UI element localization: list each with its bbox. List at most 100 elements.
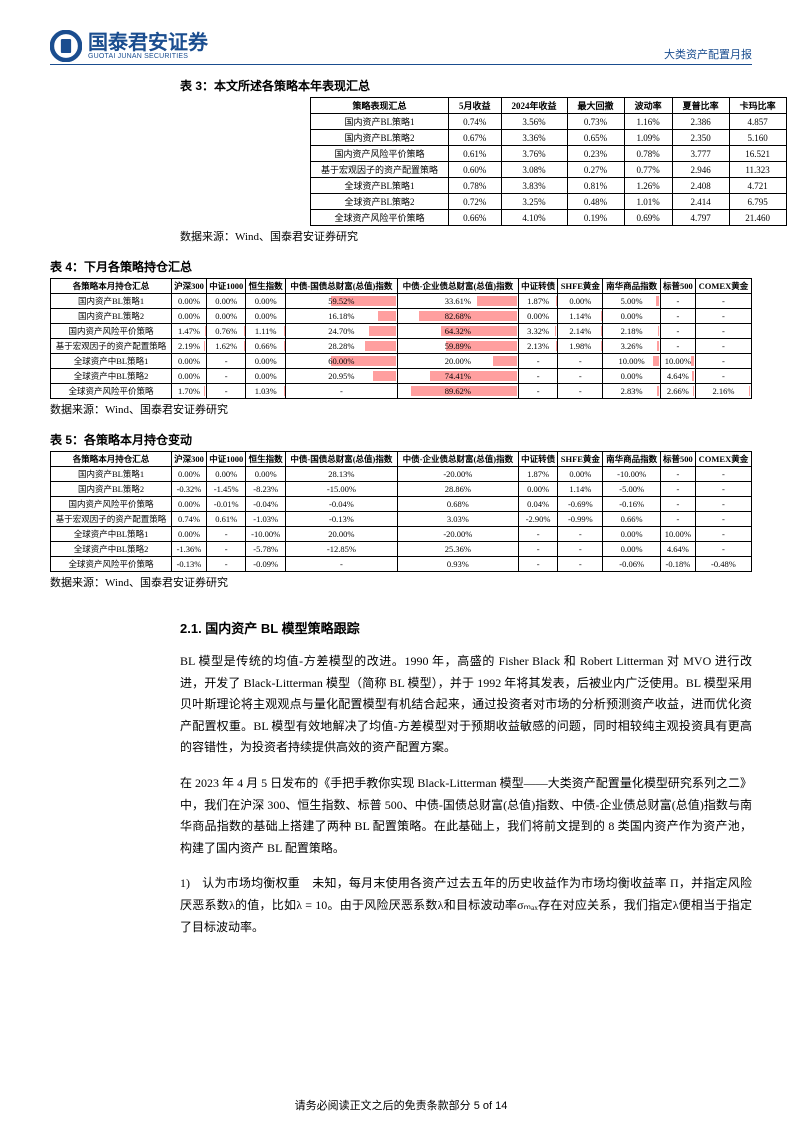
table-cell: 59.89% — [397, 339, 518, 354]
table-cell: 全球资产风险平价策略 — [51, 384, 172, 399]
table-cell: 4.721 — [729, 178, 786, 194]
table-header: 波动率 — [624, 98, 672, 114]
table-cell: 0.61% — [206, 512, 245, 527]
table-cell: 1.62% — [206, 339, 245, 354]
table-cell: 20.00% — [397, 354, 518, 369]
table-cell: -0.09% — [246, 557, 285, 572]
table-row: 国内资产BL策略10.00%0.00%0.00%59.52%33.61%1.87… — [51, 294, 752, 309]
table-cell: 0.00% — [206, 309, 245, 324]
table-cell: 3.76% — [501, 146, 567, 162]
table-cell: - — [695, 339, 751, 354]
table-cell: 基于宏观因子的资产配置策略 — [311, 162, 449, 178]
table-cell: 3.26% — [603, 339, 661, 354]
table-cell: 国内资产BL策略1 — [51, 467, 172, 482]
table-cell: 3.83% — [501, 178, 567, 194]
list-number: 1) — [180, 873, 202, 895]
table-cell: - — [518, 384, 557, 399]
table-cell: - — [558, 354, 603, 369]
table-cell: 0.00% — [558, 294, 603, 309]
page-header: 国泰君安证券 GUOTAI JUNAN SECURITIES 大类资产配置月报 — [50, 30, 752, 65]
table-header: 中债-国债总财富(总值)指数 — [285, 452, 397, 467]
table-cell: 0.00% — [246, 354, 285, 369]
table-row: 全球资产风险平价策略1.70%-1.03%-89.62%--2.83%2.66%… — [51, 384, 752, 399]
table-cell: 1.70% — [172, 384, 207, 399]
table-row: 全球资产BL策略10.78%3.83%0.81%1.26%2.4084.721 — [311, 178, 787, 194]
table-cell: - — [660, 294, 695, 309]
table-cell: - — [206, 354, 245, 369]
table-cell: 国内资产BL策略1 — [51, 294, 172, 309]
table-cell: 0.72% — [449, 194, 502, 210]
table-cell: 4.10% — [501, 210, 567, 226]
table-cell: -0.13% — [285, 512, 397, 527]
table-cell: 1.47% — [172, 324, 207, 339]
table-cell: 59.52% — [285, 294, 397, 309]
table-cell: -0.04% — [246, 497, 285, 512]
table-cell: 1.98% — [558, 339, 603, 354]
table-cell: 全球资产中BL策略2 — [51, 542, 172, 557]
table-cell: - — [558, 384, 603, 399]
table-cell: 国内资产风险平价策略 — [51, 497, 172, 512]
table-cell: -0.13% — [172, 557, 207, 572]
table3: 策略表现汇总5月收益2024年收益最大回撤波动率夏普比率卡玛比率 国内资产BL策… — [310, 97, 787, 226]
table5-source: 数据来源：Wind、国泰君安证券研究 — [50, 574, 752, 590]
table-header: 5月收益 — [449, 98, 502, 114]
table-cell: 3.32% — [518, 324, 557, 339]
table-cell: - — [558, 369, 603, 384]
table-row: 全球资产中BL策略10.00%--10.00%20.00%-20.00%--0.… — [51, 527, 752, 542]
table-cell: 国内资产风险平价策略 — [51, 324, 172, 339]
table-cell: 89.62% — [397, 384, 518, 399]
table-cell: 0.00% — [246, 467, 285, 482]
table-cell: 2.386 — [672, 114, 729, 130]
table-cell: -1.03% — [246, 512, 285, 527]
table-row: 全球资产BL策略20.72%3.25%0.48%1.01%2.4146.795 — [311, 194, 787, 210]
table-cell: 2.16% — [695, 384, 751, 399]
table-cell: 0.19% — [567, 210, 624, 226]
list-text: 认为市场均衡权重 未知，每月末使用各资产过去五年的历史收益作为市场均衡收益率 Π… — [180, 876, 752, 933]
table-cell: 21.460 — [729, 210, 786, 226]
table-cell: - — [660, 482, 695, 497]
table-header: 南华商品指数 — [603, 279, 661, 294]
table-cell: - — [695, 497, 751, 512]
table-cell: 3.36% — [501, 130, 567, 146]
table-cell: 3.08% — [501, 162, 567, 178]
table-cell: 0.76% — [206, 324, 245, 339]
table-cell: - — [660, 512, 695, 527]
table-cell: - — [695, 294, 751, 309]
table-cell: - — [660, 309, 695, 324]
table-header: 夏普比率 — [672, 98, 729, 114]
table-cell: 28.86% — [397, 482, 518, 497]
table-cell: 0.00% — [603, 309, 661, 324]
table-cell: 1.11% — [246, 324, 285, 339]
table-cell: - — [206, 557, 245, 572]
table-cell: 0.67% — [449, 130, 502, 146]
table-cell: 1.14% — [558, 482, 603, 497]
table-cell: 0.00% — [246, 294, 285, 309]
table-cell: 0.00% — [172, 309, 207, 324]
table-cell: - — [206, 369, 245, 384]
table-cell: 24.70% — [285, 324, 397, 339]
table-header: 中债-企业债总财富(总值)指数 — [397, 279, 518, 294]
table-cell: 28.28% — [285, 339, 397, 354]
table-cell: -15.00% — [285, 482, 397, 497]
table-header: SHFE黄金 — [558, 279, 603, 294]
table-cell: 16.18% — [285, 309, 397, 324]
table-cell: - — [695, 324, 751, 339]
paragraph-2: 在 2023 年 4 月 5 日发布的《手把手教你实现 Black-Litter… — [180, 773, 752, 859]
table-cell: 0.78% — [449, 178, 502, 194]
table-row: 国内资产BL策略10.00%0.00%0.00%28.13%-20.00%1.8… — [51, 467, 752, 482]
table-cell: -20.00% — [397, 527, 518, 542]
table-cell: 2.408 — [672, 178, 729, 194]
table-cell: - — [695, 467, 751, 482]
table-cell: - — [518, 354, 557, 369]
table-header: SHFE黄金 — [558, 452, 603, 467]
table-header: 中债-企业债总财富(总值)指数 — [397, 452, 518, 467]
table-cell: 2.83% — [603, 384, 661, 399]
table-cell: 0.00% — [172, 354, 207, 369]
table-cell: 0.77% — [624, 162, 672, 178]
table-cell: 全球资产BL策略2 — [311, 194, 449, 210]
table-header: 标普500 — [660, 452, 695, 467]
table-cell: 1.01% — [624, 194, 672, 210]
table-header: 恒生指数 — [246, 452, 285, 467]
table-cell: 0.00% — [246, 309, 285, 324]
table-row: 全球资产风险平价策略-0.13%--0.09%-0.93%---0.06%-0.… — [51, 557, 752, 572]
